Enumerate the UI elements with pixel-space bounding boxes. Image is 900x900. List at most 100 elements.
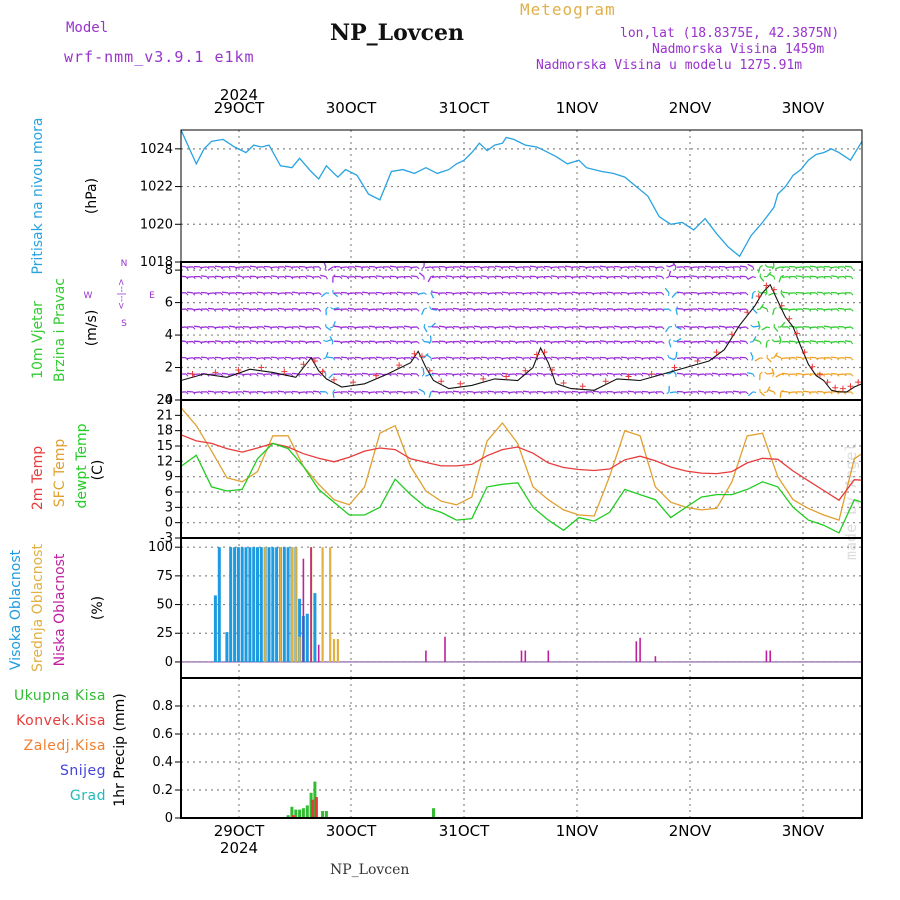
wind-barb — [326, 356, 334, 359]
wind-barb-tail — [290, 357, 294, 361]
wind-barb-tail — [395, 266, 399, 270]
wind-barb — [754, 338, 761, 343]
panel-grid-1 — [181, 130, 862, 262]
wind-barb — [550, 340, 558, 343]
wind-barb-tail — [759, 371, 763, 375]
wind-barb-tail — [556, 391, 560, 395]
total-rain-bar — [432, 808, 435, 818]
wind-barb-tail — [666, 276, 670, 279]
wind-barb-tail — [248, 326, 252, 330]
wind-barb — [277, 390, 285, 393]
wind-barb — [235, 266, 243, 269]
wind-barb-tail — [486, 391, 490, 395]
wind-unit-label: (m/s) — [84, 310, 100, 347]
wind-barb-tail — [241, 266, 245, 270]
wind-barb — [249, 340, 257, 343]
gust-mark — [457, 380, 464, 387]
cloud-low-bar — [444, 636, 446, 662]
wind-barb-tail — [192, 341, 196, 345]
wind-barb-tail — [682, 276, 686, 280]
wind-barb — [487, 307, 495, 310]
bottom-date-label: 29OCT — [214, 822, 265, 840]
wind-barb-tail — [563, 341, 567, 345]
wind-barb — [340, 266, 348, 269]
gust-mark — [533, 351, 540, 358]
wind-barb-tail — [472, 266, 476, 270]
wind-barb-tail — [192, 357, 196, 361]
wind-barb-tail — [444, 357, 448, 361]
wind-barb-tail — [801, 266, 805, 270]
wind-barb-tail — [451, 276, 455, 280]
gust-mark — [480, 375, 487, 382]
wind-barb-tail — [647, 292, 651, 296]
wind-barb-tail — [731, 292, 735, 296]
wind-barb-tail — [521, 276, 525, 280]
wind-barb — [781, 372, 789, 375]
wind-barb-tail — [479, 292, 483, 296]
wind-barb-tail — [227, 357, 231, 361]
wind-barb — [830, 275, 838, 278]
wind-barb-tail — [724, 357, 728, 361]
wind-barb-tail — [346, 276, 350, 280]
wind-barb-tail — [696, 266, 700, 270]
wind-barb-tail — [703, 308, 707, 312]
wind-barb-tail — [367, 357, 371, 361]
wind-barb-tail — [556, 308, 560, 312]
wind-barb-tail — [311, 276, 315, 280]
wind-barb — [739, 265, 747, 268]
wind-barb-tail — [738, 326, 742, 330]
wind-barb — [837, 292, 845, 295]
sfc-axis-title: SFC Temp — [52, 439, 68, 508]
wind-barb — [725, 266, 733, 269]
wind-barb-tail — [472, 276, 476, 280]
wind-barb-tail — [570, 391, 574, 395]
precip-legend-4: Snijeg — [60, 763, 106, 779]
wind-barb-tail — [682, 341, 686, 345]
wind-barb-tail — [654, 266, 658, 270]
wind-barb — [675, 338, 682, 343]
wind-barb-tail — [514, 326, 518, 330]
wind-barb-tail — [640, 292, 644, 296]
wind-barb — [732, 373, 740, 376]
wind-barb-tail — [738, 373, 742, 377]
wind-barb-tail — [710, 266, 714, 270]
wind-barb-tail — [493, 373, 497, 377]
wind-barb-tail — [241, 373, 245, 377]
wind-barb-tail — [724, 326, 728, 330]
y-tick-label: 0.4 — [152, 755, 173, 770]
wind-barb-tail — [696, 308, 700, 312]
gust-mark — [816, 371, 823, 378]
wind-barb-tail — [815, 308, 819, 312]
wind-barb-tail — [332, 266, 337, 269]
wind-barb — [473, 325, 481, 328]
wind-barb-tail — [528, 391, 532, 395]
wind-barb-tail — [794, 292, 798, 296]
wind-barb — [515, 275, 523, 278]
wind-barb-tail — [262, 308, 266, 312]
wind-barb-tail — [493, 357, 497, 361]
wind-barb-tail — [724, 373, 728, 377]
wind-barb-tail — [535, 373, 539, 377]
wind-barb-tail — [353, 276, 357, 280]
wind-barb-tail — [598, 326, 602, 330]
wind-barb-tail — [451, 357, 455, 361]
wind-barb — [221, 372, 229, 375]
wind-barb-tail — [745, 266, 749, 270]
wind-barb-tail — [654, 308, 658, 312]
cloud-high-bar — [286, 547, 290, 662]
wind-barb-tail — [801, 276, 805, 280]
wind-barb-tail — [584, 373, 588, 377]
wind-barb-tail — [409, 276, 413, 280]
wind-barb — [668, 270, 672, 277]
wind-barb — [627, 292, 635, 295]
wind-barb-tail — [778, 341, 782, 345]
wind-barb-tail — [227, 308, 231, 312]
convective-rain-bars — [291, 797, 318, 818]
wind-barb-tail — [421, 266, 425, 270]
cloud-high-bar — [298, 598, 302, 662]
wind-barb — [802, 390, 810, 393]
wind-barb-tail — [206, 391, 210, 395]
wind-barb-tail — [591, 357, 595, 361]
wind-barb-tail — [584, 391, 588, 395]
